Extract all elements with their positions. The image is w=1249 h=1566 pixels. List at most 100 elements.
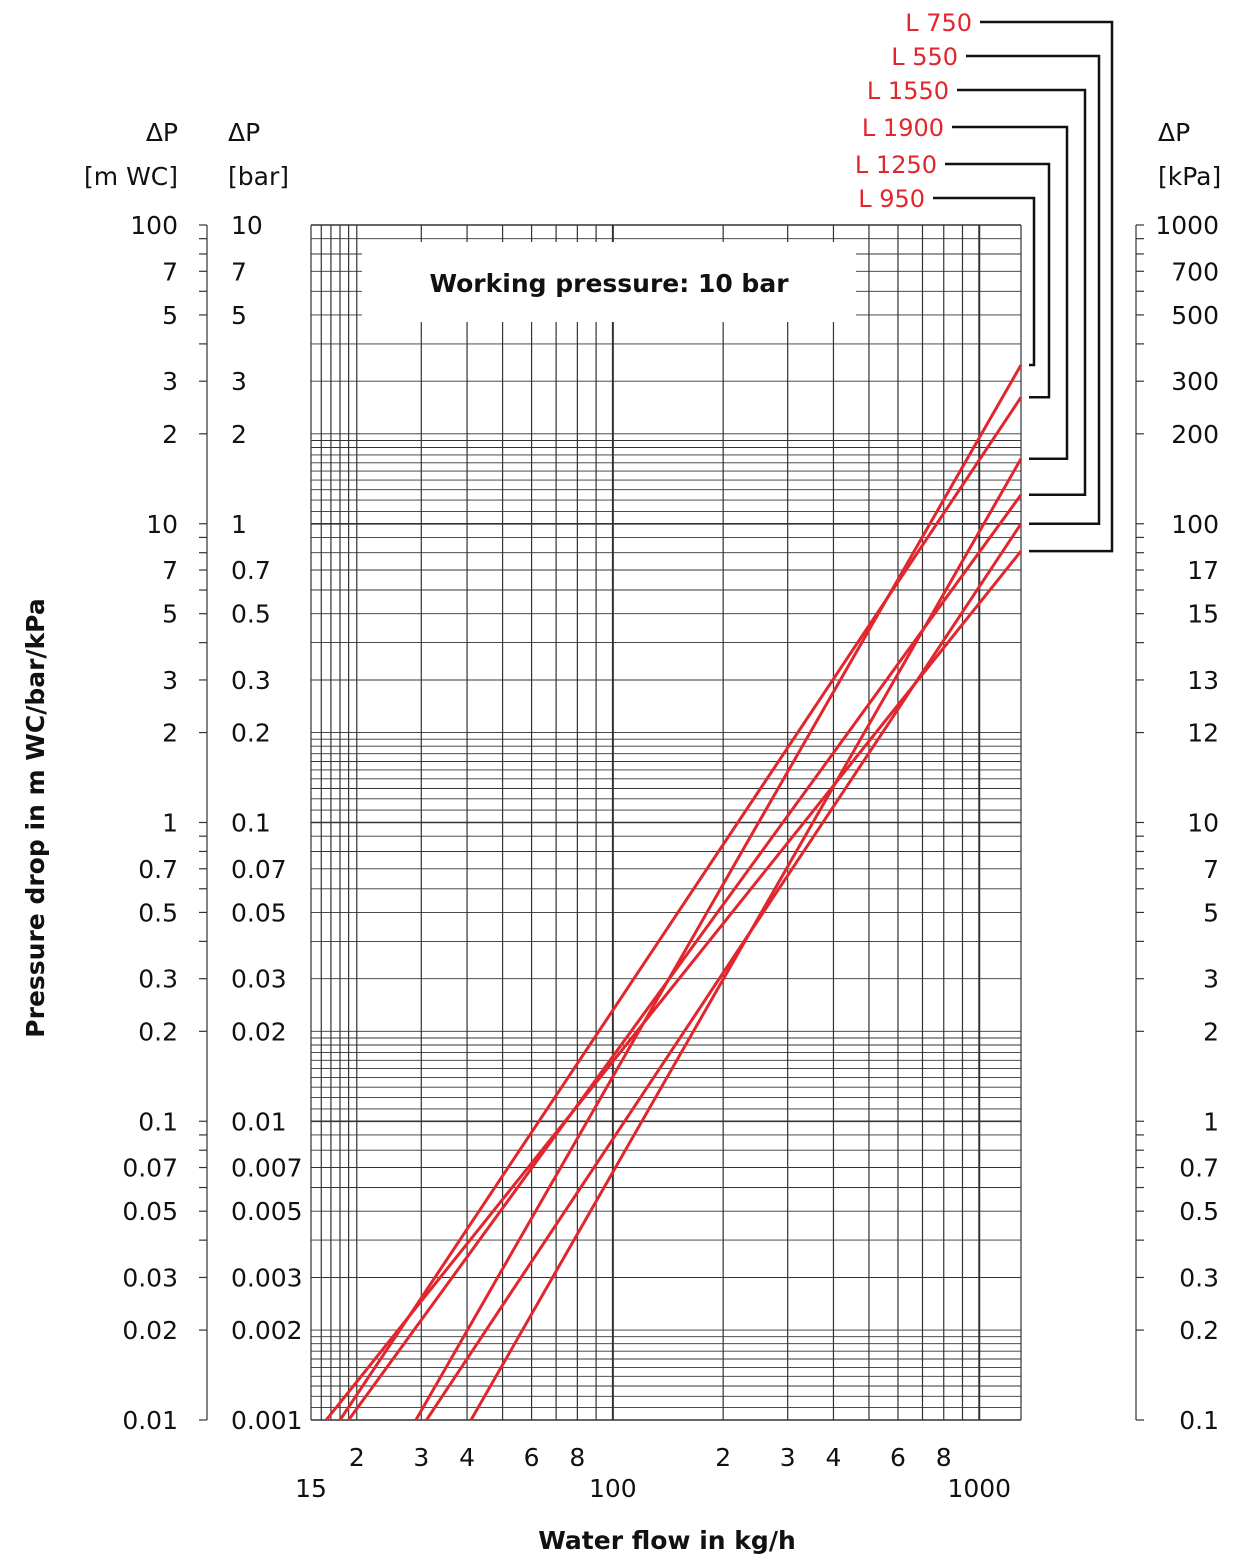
axes: ΔP [m WC] 100 7 5 3 2 10 7 5 3 2 1 0.7 0.5 0.3 0.2 0.1 0.0…: [84, 118, 1221, 1503]
y-tick-label-mwc: 1: [162, 809, 178, 838]
y-tick-label-bar: 0.02: [231, 1017, 287, 1046]
y-tick-label-kpa: 0.7: [1179, 1154, 1219, 1183]
y-tick-label-bar: 0.03: [231, 965, 287, 994]
y-tick-label-bar: 0.002: [231, 1316, 303, 1345]
y-axis-header-kpa: [kPa]: [1158, 162, 1221, 191]
y-tick-label-kpa: 0.3: [1179, 1263, 1219, 1292]
y-tick-label-bar: 0.5: [231, 600, 271, 629]
y-tick-label-bar: 0.7: [231, 556, 271, 585]
legend-label: L 950: [858, 185, 925, 213]
y-axis-header-bar: [bar]: [228, 162, 289, 191]
x-tick-label: 2: [349, 1443, 365, 1472]
y-tick-label-mwc: 100: [130, 211, 178, 240]
legend-leader-line: [945, 162, 1051, 399]
y-tick-label-bar: 0.005: [231, 1197, 303, 1226]
legend-leader-line: [980, 20, 1114, 553]
y-tick-label-mwc: 10: [146, 510, 178, 539]
y-tick-label-kpa: 17: [1187, 556, 1219, 585]
y-tick-label-mwc: 0.07: [122, 1154, 178, 1183]
y-tick-label-kpa: 300: [1171, 367, 1219, 396]
y-axis-title: Pressure drop in m WC/bar/kPa: [21, 598, 50, 1037]
series-line-l-950: [414, 364, 1023, 1421]
legend-leader-line: [957, 88, 1087, 497]
y-tick-label-bar: 0.01: [231, 1107, 287, 1136]
y-axis-header-mwc: ΔP: [146, 118, 178, 147]
y-tick-label-kpa: 12: [1187, 719, 1219, 748]
y-tick-label-bar: 5: [231, 301, 247, 330]
y-tick-label-mwc: 0.03: [122, 1263, 178, 1292]
y-tick-label-mwc: 7: [162, 556, 178, 585]
y-tick-label-bar: 2: [231, 420, 247, 449]
y-axis-header-kpa: ΔP: [1158, 118, 1190, 147]
y-tick-label-kpa: 100: [1171, 510, 1219, 539]
legend-leader-line: [966, 54, 1101, 525]
y-tick-label-bar: 7: [231, 257, 247, 286]
y-tick-label-mwc: 0.05: [122, 1197, 178, 1226]
legend-label: L 1550: [867, 77, 949, 105]
legend-label: L 750: [905, 9, 972, 37]
y-axis-header-mwc: [m WC]: [84, 162, 178, 191]
x-tick-label: 2: [715, 1443, 731, 1472]
y-tick-label-mwc: 0.02: [122, 1316, 178, 1345]
y-tick-label-kpa: 200: [1171, 420, 1219, 449]
y-tick-label-mwc: 0.7: [138, 855, 178, 884]
series-lines: [325, 364, 1023, 1421]
x-tick-label: 8: [936, 1443, 952, 1472]
y-tick-label-mwc: 5: [162, 600, 178, 629]
y-tick-label-kpa: 1000: [1155, 211, 1219, 240]
y-tick-label-mwc: 3: [162, 367, 178, 396]
y-tick-label-mwc: 2: [162, 420, 178, 449]
y-tick-label-kpa: 7: [1203, 855, 1219, 884]
y-axis-header-bar: ΔP: [228, 118, 260, 147]
y-tick-label-kpa: 2: [1203, 1017, 1219, 1046]
x-tick-label: 3: [413, 1443, 429, 1472]
y-tick-label-kpa: 13: [1187, 666, 1219, 695]
y-tick-label-bar: 0.003: [231, 1263, 303, 1292]
legend-label: L 550: [891, 43, 958, 71]
y-tick-label-mwc: 0.1: [138, 1107, 178, 1136]
legend: L 750 L 550 L 1550 L 1900 L 1250 L 950: [855, 9, 1114, 553]
y-tick-label-bar: 0.07: [231, 855, 287, 884]
y-tick-label-mwc: 0.01: [122, 1406, 178, 1435]
series-line-l-1250: [338, 396, 1023, 1421]
y-tick-label-bar: 3: [231, 367, 247, 396]
y-tick-label-mwc: 7: [162, 257, 178, 286]
series-line-l-1900: [469, 458, 1023, 1421]
y-tick-label-kpa: 5: [1203, 898, 1219, 927]
plot-grid: [310, 224, 1022, 1421]
x-tick-label: 1000: [947, 1474, 1011, 1503]
y-tick-label-kpa: 10: [1187, 809, 1219, 838]
y-tick-label-bar: 0.05: [231, 898, 287, 927]
y-tick-label-mwc: 5: [162, 301, 178, 330]
x-tick-label: 3: [780, 1443, 796, 1472]
x-tick-label: 4: [459, 1443, 475, 1472]
x-tick-label: 8: [569, 1443, 585, 1472]
y-tick-label-bar: 0.3: [231, 666, 271, 695]
legend-label: L 1900: [862, 114, 944, 142]
note-text: Working pressure: 10 bar: [429, 269, 789, 298]
y-tick-label-bar: 0.007: [231, 1154, 303, 1183]
x-tick-label: 4: [826, 1443, 842, 1472]
y-tick-label-kpa: 3: [1203, 965, 1219, 994]
y-tick-label-bar: 0.001: [231, 1406, 303, 1435]
y-tick-label-mwc: 2: [162, 719, 178, 748]
legend-leader-line: [952, 125, 1069, 461]
y-tick-label-kpa: 500: [1171, 301, 1219, 330]
x-tick-label: 6: [890, 1443, 906, 1472]
y-tick-label-bar: 10: [231, 211, 263, 240]
legend-label: L 1250: [855, 151, 937, 179]
note-background: [362, 242, 856, 322]
y-tick-label-kpa: 0.1: [1179, 1406, 1219, 1435]
working-pressure-note: Working pressure: 10 bar: [362, 242, 856, 322]
y-tick-label-kpa: 1: [1203, 1107, 1219, 1136]
y-tick-label-bar: 0.2: [231, 719, 271, 748]
x-tick-label: 15: [295, 1474, 327, 1503]
y-tick-label-kpa: 0.2: [1179, 1316, 1219, 1345]
y-tick-label-kpa: 15: [1187, 600, 1219, 629]
x-axis-title: Water flow in kg/h: [538, 1526, 796, 1555]
x-tick-label: 6: [524, 1443, 540, 1472]
y-tick-label-bar: 1: [231, 510, 247, 539]
x-tick-label: 100: [589, 1474, 637, 1503]
y-tick-label-kpa: 0.5: [1179, 1197, 1219, 1226]
